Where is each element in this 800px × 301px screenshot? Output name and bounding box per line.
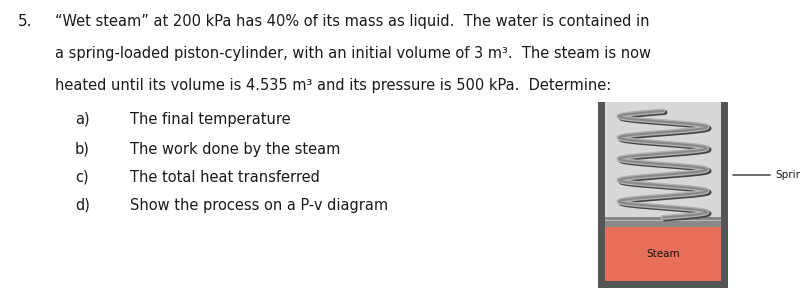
Bar xyxy=(605,220,721,222)
Text: The total heat transferred: The total heat transferred xyxy=(130,170,320,185)
Bar xyxy=(598,102,605,288)
Text: a): a) xyxy=(75,112,90,127)
Text: 5.: 5. xyxy=(18,14,33,29)
Text: “Wet steam” at 200 kPa has 40% of its mass as liquid.  The water is contained in: “Wet steam” at 200 kPa has 40% of its ma… xyxy=(55,14,650,29)
Bar xyxy=(605,217,721,227)
Bar xyxy=(721,102,728,288)
Text: d): d) xyxy=(75,198,90,213)
Text: c): c) xyxy=(75,170,89,185)
Text: Spring: Spring xyxy=(775,170,800,180)
Text: Steam: Steam xyxy=(646,249,680,259)
Text: b): b) xyxy=(75,142,90,157)
Text: The work done by the steam: The work done by the steam xyxy=(130,142,340,157)
Bar xyxy=(605,102,721,281)
Bar xyxy=(598,281,728,288)
Text: heated until its volume is 4.535 m³ and its pressure is 500 kPa.  Determine:: heated until its volume is 4.535 m³ and … xyxy=(55,78,611,93)
Bar xyxy=(605,227,721,281)
Text: a spring-loaded piston-cylinder, with an initial volume of 3 m³.  The steam is n: a spring-loaded piston-cylinder, with an… xyxy=(55,46,651,61)
Bar xyxy=(598,102,728,109)
Text: The final temperature: The final temperature xyxy=(130,112,290,127)
Text: Show the process on a P-v diagram: Show the process on a P-v diagram xyxy=(130,198,388,213)
